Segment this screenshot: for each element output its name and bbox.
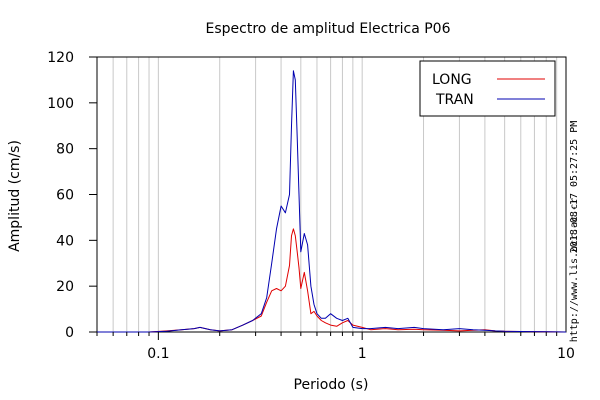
y-tick-label: 60: [56, 188, 74, 204]
grid: [96, 57, 558, 332]
source-url-label: http://www.lis.ucr.ac.cr: [569, 198, 580, 343]
y-tick-label: 80: [56, 142, 74, 158]
timestamp-label: 2018-08-17 05:27:25 PM: [569, 121, 580, 253]
y-tick-label: 20: [56, 279, 74, 295]
legend-box: [419, 60, 556, 117]
y-tick-label: 100: [47, 96, 74, 112]
y-tick-label: 0: [65, 325, 74, 341]
chart-title: Espectro de amplitud Electrica P06: [206, 21, 451, 37]
x-tick-label: 1: [358, 346, 367, 362]
series-line-tran: [97, 70, 567, 333]
y-tick-label: 40: [56, 233, 74, 249]
legend-label-long: LONG: [432, 72, 472, 88]
series-line-long: [97, 228, 567, 333]
x-tick-label: 10: [557, 346, 575, 362]
x-tick-label: 0.1: [147, 346, 169, 362]
series-layer: [97, 70, 567, 333]
y-tick-label: 120: [47, 50, 74, 66]
legend-label-tran: TRAN: [435, 92, 474, 108]
y-axis-label: Amplitud (cm/s): [7, 140, 23, 252]
legend: LONG TRAN: [419, 60, 556, 117]
x-axis-label: Periodo (s): [294, 377, 369, 393]
